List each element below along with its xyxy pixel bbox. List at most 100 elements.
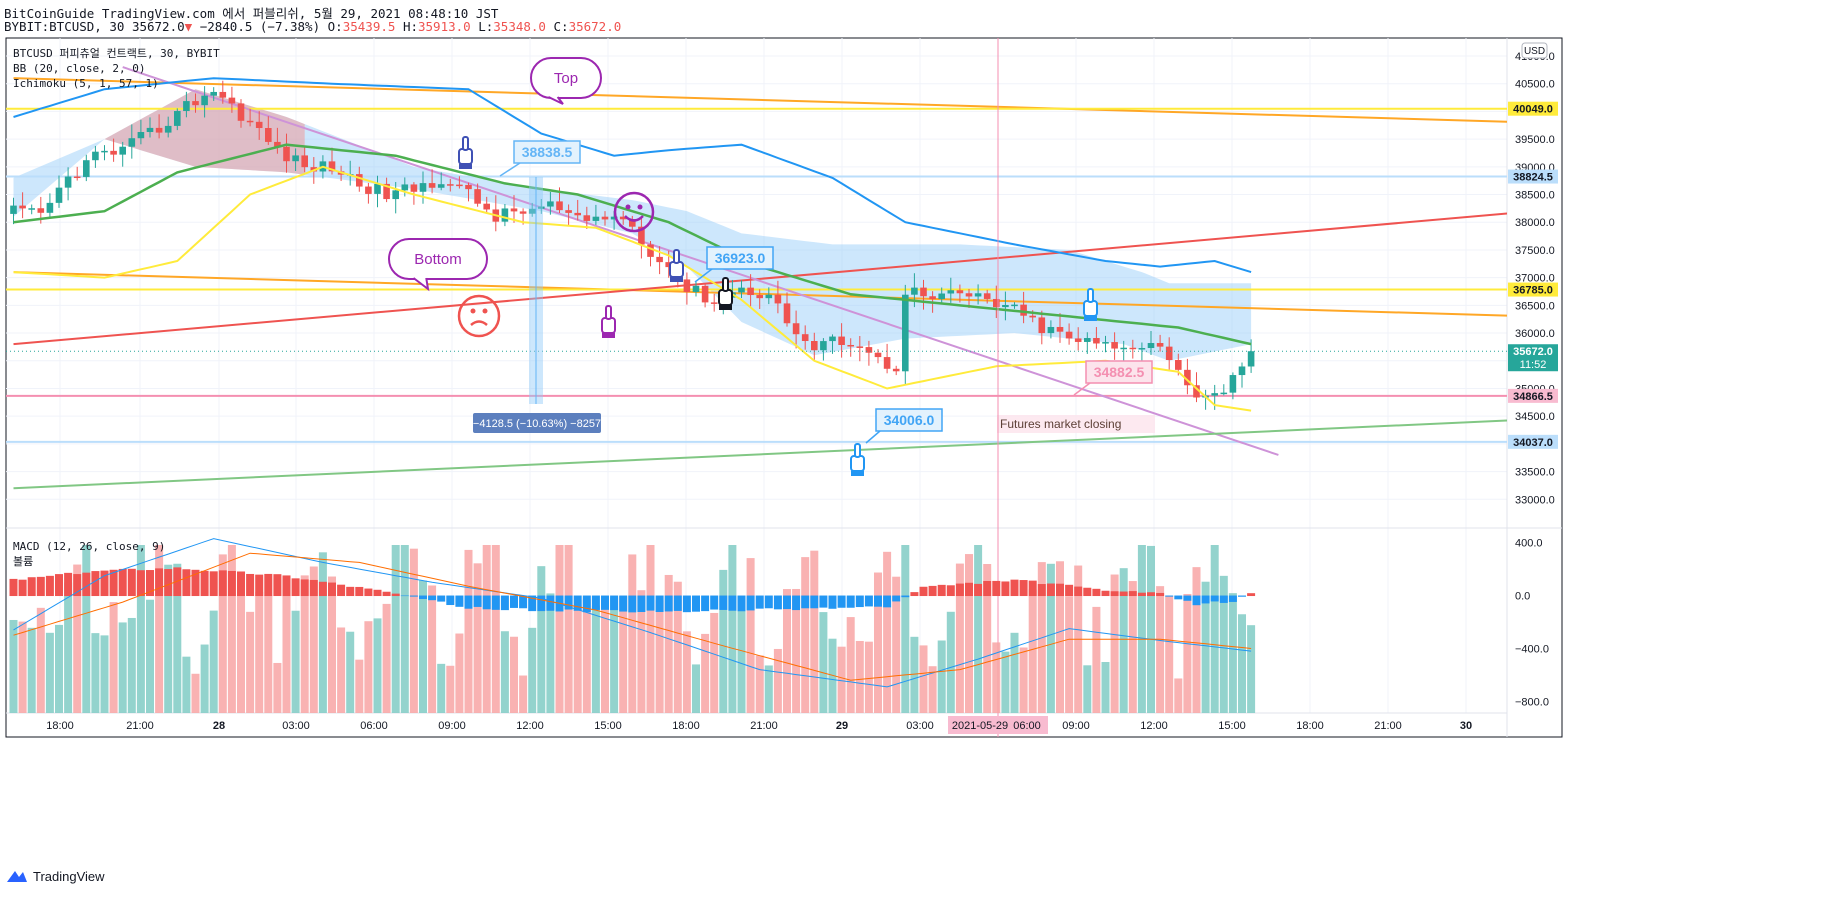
volume-bar bbox=[637, 590, 646, 713]
macd-histogram-bar bbox=[692, 595, 700, 612]
macd-histogram-bar bbox=[746, 595, 755, 611]
macd-histogram-bar bbox=[82, 572, 91, 597]
candle-body bbox=[474, 189, 481, 204]
futures-box bbox=[997, 415, 1155, 433]
candle-body bbox=[883, 357, 891, 369]
cursor-time: 06:00 bbox=[1013, 720, 1041, 732]
volume-bar bbox=[1019, 647, 1028, 713]
smiley-icon-eye-left bbox=[625, 204, 631, 210]
candle-body bbox=[437, 184, 445, 188]
tradingview-footer[interactable]: TradingView bbox=[6, 868, 105, 884]
volume-bar bbox=[1065, 596, 1074, 713]
bottom-bubble-tail bbox=[412, 277, 430, 292]
volume-bar bbox=[746, 558, 755, 713]
candle-body bbox=[583, 215, 591, 221]
candle-body bbox=[483, 203, 490, 210]
candle-body bbox=[874, 352, 882, 358]
macd-histogram-bar bbox=[965, 582, 973, 597]
volume-bar bbox=[701, 633, 710, 713]
time-tick-label: 18:00 bbox=[46, 720, 74, 732]
macd-histogram-bar bbox=[155, 568, 164, 597]
macd-histogram-bar bbox=[764, 595, 773, 609]
volume-bar bbox=[755, 655, 764, 713]
candle-body bbox=[292, 155, 299, 162]
volume-bar bbox=[1201, 581, 1210, 713]
candle-body bbox=[965, 293, 973, 297]
candle-body bbox=[911, 287, 918, 295]
candle-body bbox=[19, 205, 26, 209]
candle-body bbox=[1084, 338, 1091, 342]
pointing-hand-icon-finger bbox=[722, 277, 729, 292]
volume-bar bbox=[200, 644, 209, 713]
volume-bar bbox=[910, 636, 919, 713]
volume-bar bbox=[73, 564, 82, 713]
publisher-line: BitCoinGuide TradingView.com 에서 퍼블리쉬, 5월… bbox=[4, 6, 499, 21]
candle-body bbox=[374, 183, 381, 194]
candle-body bbox=[765, 294, 773, 299]
price-tick-label: 37000.0 bbox=[1515, 273, 1555, 285]
candle-body bbox=[956, 290, 964, 294]
macd-histogram-bar bbox=[373, 589, 382, 597]
candle-body bbox=[838, 336, 845, 345]
macd-histogram-bar bbox=[728, 595, 737, 611]
callout-34882-pointer bbox=[1073, 382, 1091, 396]
volume-bar bbox=[127, 617, 136, 713]
callout-34006: 34006.0 bbox=[875, 408, 943, 432]
candle-body bbox=[692, 285, 700, 292]
macd-tick-label: −400.0 bbox=[1515, 643, 1549, 655]
callout-34006-pointer bbox=[865, 430, 881, 444]
macd-histogram-bar bbox=[73, 574, 82, 597]
volume-bar bbox=[146, 599, 154, 713]
candle-body bbox=[738, 287, 745, 293]
candle-body bbox=[801, 334, 809, 342]
candle-body bbox=[246, 120, 254, 123]
ohlc-line: BYBIT:BTCUSD, 30 35672.0▼ −2840.5 (−7.38… bbox=[4, 19, 621, 34]
candle-body bbox=[1093, 338, 1100, 344]
legend-macd: MACD (12, 26, close, 9) bbox=[13, 540, 165, 553]
close-label: C: bbox=[553, 19, 569, 34]
pointing-hand-icon bbox=[601, 305, 616, 338]
volume-bar bbox=[1228, 593, 1237, 713]
candle-body bbox=[28, 208, 35, 210]
candle-body bbox=[538, 206, 545, 209]
macd-histogram-bar bbox=[819, 595, 828, 608]
top-bubble-tail bbox=[548, 96, 564, 105]
macd-histogram-bar bbox=[510, 595, 518, 608]
candle-body bbox=[401, 184, 409, 191]
time-tick-label: 18:00 bbox=[1296, 720, 1324, 732]
macd-histogram-bar bbox=[646, 595, 655, 611]
macd-histogram-bar bbox=[946, 585, 955, 597]
macd-histogram-bar bbox=[655, 595, 664, 612]
candle-body bbox=[1175, 359, 1182, 370]
volume-bar bbox=[282, 584, 291, 713]
macd-histogram-bar bbox=[64, 572, 73, 597]
candle-body bbox=[1047, 326, 1055, 334]
macd-histogram-bar bbox=[91, 571, 100, 597]
volume-bar bbox=[227, 545, 236, 713]
pointing-hand-icon-cuff bbox=[602, 333, 615, 338]
volume-bar bbox=[692, 664, 700, 713]
candle-body bbox=[856, 346, 864, 348]
macd-histogram-bar bbox=[883, 595, 892, 608]
volume-bar bbox=[109, 602, 118, 713]
volume-bar bbox=[1219, 575, 1228, 713]
volume-bar bbox=[155, 545, 164, 713]
candle-body bbox=[902, 294, 909, 372]
volume-bar bbox=[1192, 567, 1201, 713]
candle-body bbox=[993, 298, 1000, 308]
candle-body bbox=[547, 201, 554, 207]
candle-body bbox=[820, 341, 827, 351]
bottom-bubble: Bottom bbox=[388, 238, 488, 292]
callout-36923-text: 36923.0 bbox=[715, 250, 766, 266]
macd-line bbox=[13, 538, 1252, 688]
open-label: O: bbox=[327, 19, 343, 34]
macd-histogram-bar bbox=[55, 574, 63, 597]
macd-histogram-bar bbox=[564, 595, 573, 610]
pointing-hand-icon-finger bbox=[1087, 288, 1094, 303]
candle-body bbox=[792, 323, 800, 335]
time-tick-label: 12:00 bbox=[1140, 720, 1168, 732]
volume-bar bbox=[237, 578, 245, 713]
macd-histogram-bar bbox=[801, 595, 810, 609]
macd-histogram-bar bbox=[937, 584, 946, 597]
